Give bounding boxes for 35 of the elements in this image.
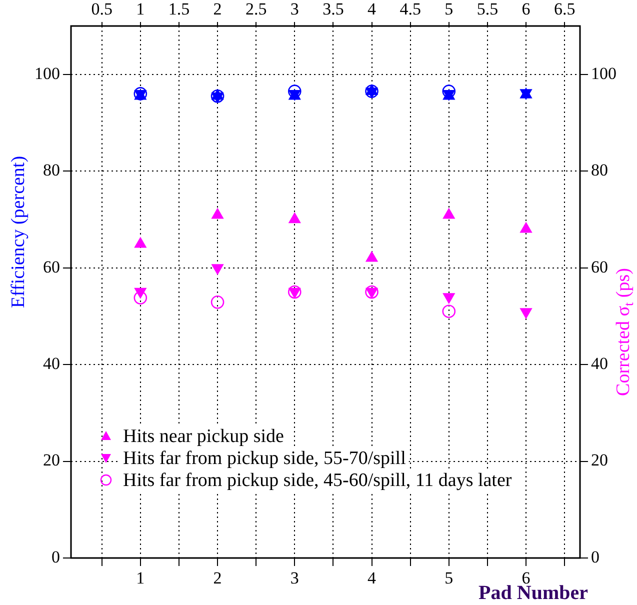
y2-axis-title: Corrected σt (ps) xyxy=(612,268,636,396)
y2-tick-label: 40 xyxy=(591,354,608,374)
y-tick-label: 100 xyxy=(34,64,60,83)
legend-label: Hits near pickup side xyxy=(123,426,284,447)
x2-tick-label: 4 xyxy=(368,0,377,18)
y-tick-label: 80 xyxy=(43,160,60,180)
y-tick-label: 60 xyxy=(43,257,60,276)
x2-tick-label: 2.5 xyxy=(245,0,267,18)
y2-tick-label: 20 xyxy=(591,450,608,470)
x2-tick-label: 6.5 xyxy=(554,0,576,18)
y-tick-label: 40 xyxy=(43,354,60,374)
x-tick-label: 4 xyxy=(368,568,377,588)
y-tick-label: 0 xyxy=(52,547,60,566)
x2-tick-label: 1.5 xyxy=(168,0,190,18)
y2-tick-label: 0 xyxy=(591,547,600,566)
y-tick-label: 20 xyxy=(43,450,60,470)
x2-tick-label: 2 xyxy=(213,0,222,18)
x2-tick-label: 4.5 xyxy=(400,0,421,18)
x2-tick-label: 1 xyxy=(136,0,145,18)
x-tick-label: 3 xyxy=(290,568,299,588)
legend-label: Hits far from pickup side, 45-60/spill, 11 days later xyxy=(123,470,512,491)
legend-label: Hits far from pickup side, 55-70/spill xyxy=(123,448,406,469)
x2-tick-label: 3 xyxy=(290,0,299,18)
y2-tick-label: 80 xyxy=(591,160,608,180)
y-axis-title: Efficiency (percent) xyxy=(8,156,29,308)
x2-tick-label: 0.5 xyxy=(91,0,112,18)
y2-tick-label: 100 xyxy=(591,64,616,83)
x-tick-label: 5 xyxy=(444,568,454,588)
y2-tick-label: 60 xyxy=(591,257,608,276)
x-tick-label: 2 xyxy=(213,568,222,588)
x2-tick-label: 3.5 xyxy=(322,0,344,18)
x2-tick-label: 6 xyxy=(522,0,530,18)
x2-tick-label: 5.5 xyxy=(476,0,498,18)
x2-tick-label: 5 xyxy=(444,0,454,18)
x-tick-label: 1 xyxy=(136,568,145,588)
